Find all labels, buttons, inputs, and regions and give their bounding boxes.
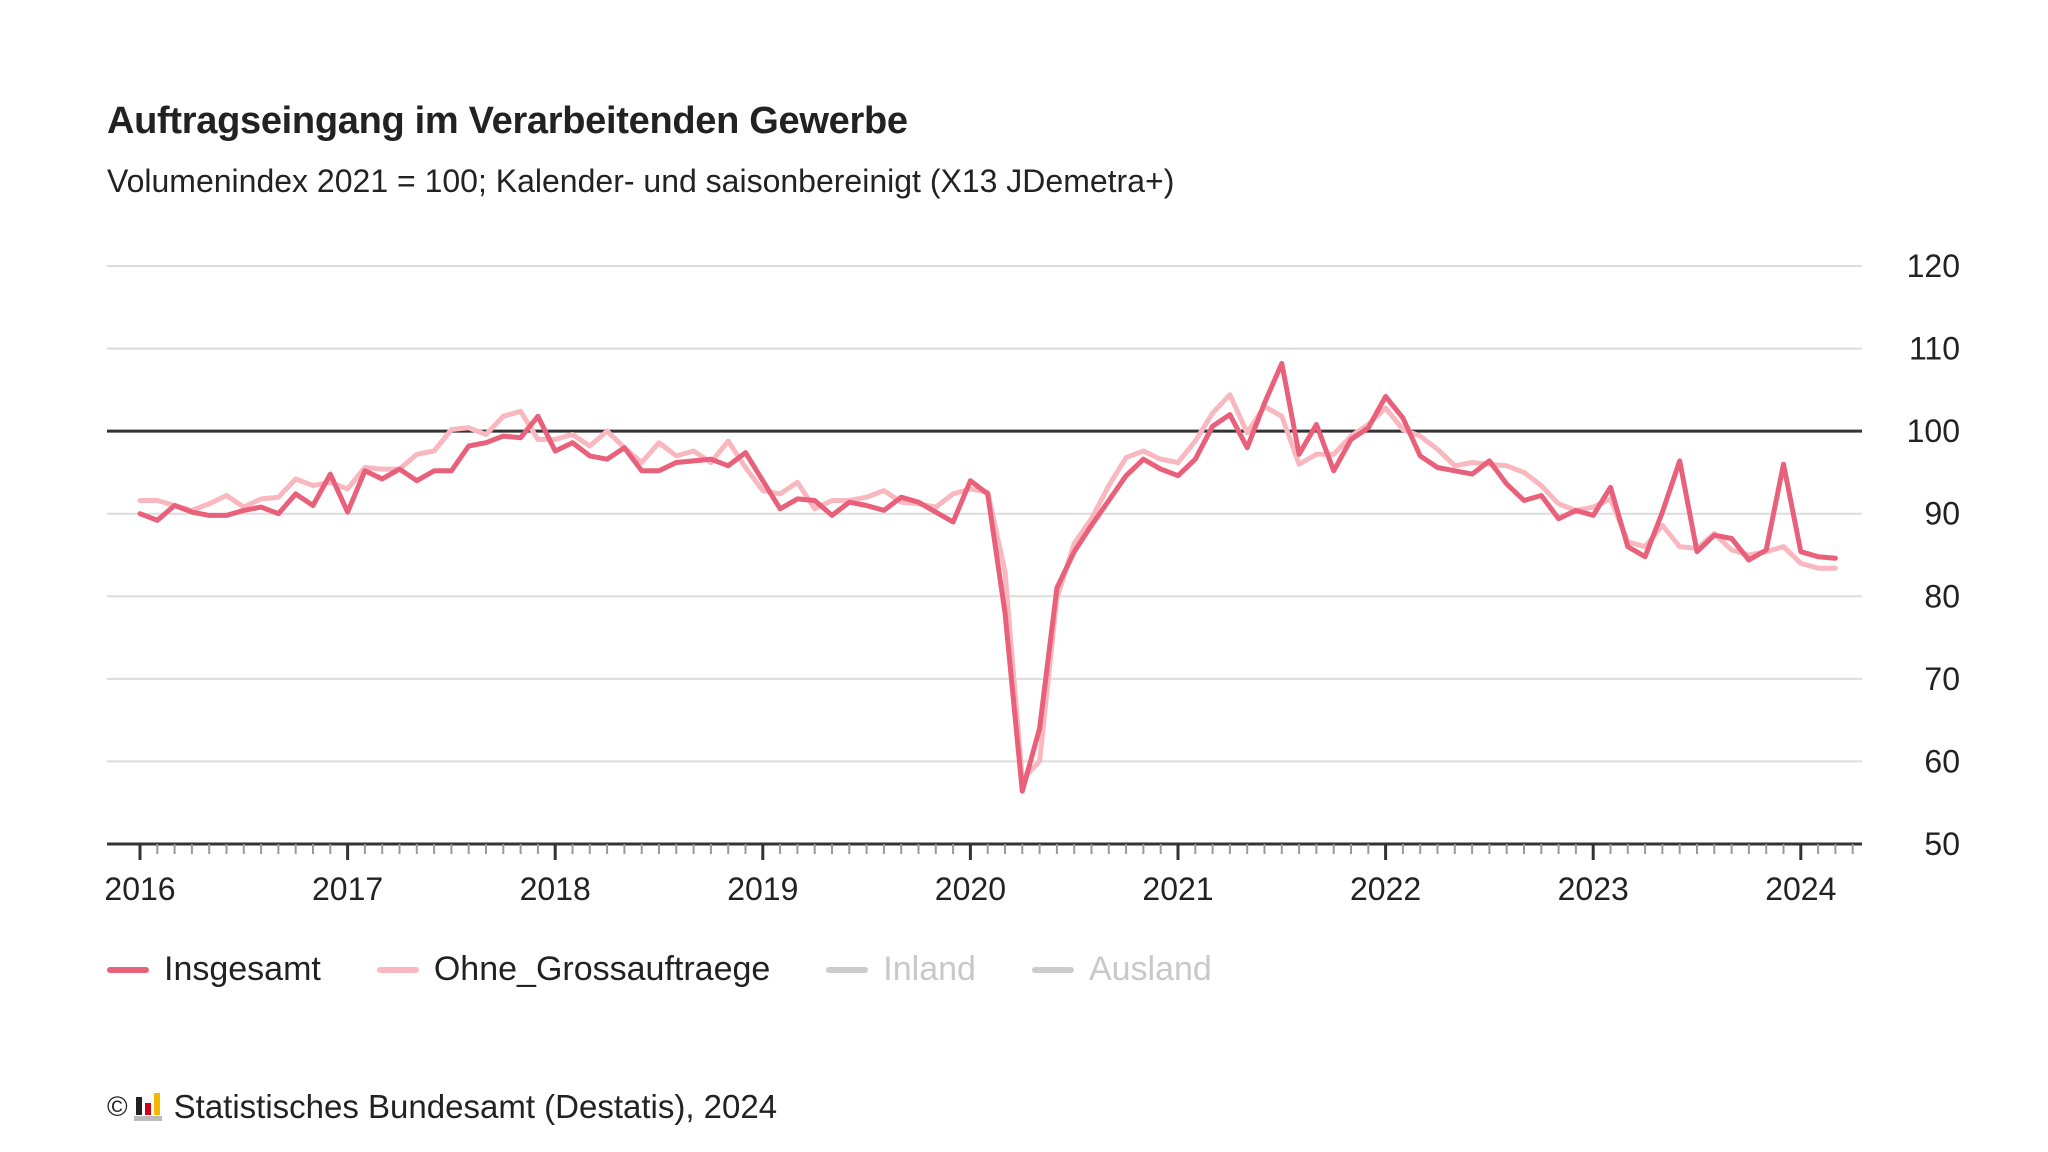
legend-swatch-insgesamt <box>107 966 149 973</box>
y-tick-label: 100 <box>1907 413 1960 449</box>
x-tick-label: 2018 <box>520 871 591 907</box>
y-tick-label: 80 <box>1924 578 1960 614</box>
x-tick-label: 2023 <box>1558 871 1629 907</box>
y-tick-label: 60 <box>1924 743 1960 779</box>
chart-subtitle: Volumenindex 2021 = 100; Kalender- und s… <box>107 163 1175 199</box>
x-tick-label: 2017 <box>312 871 383 907</box>
grid-lines <box>107 265 1862 763</box>
x-tick-label: 2019 <box>727 871 798 907</box>
y-tick-label: 120 <box>1907 248 1960 284</box>
x-axis: 2016 2017 2018 2019 2020 2021 2022 2023 2024 <box>104 842 1862 907</box>
x-tick-label: 2021 <box>1142 871 1213 907</box>
legend-swatch-ohne-grossauftraege <box>376 966 419 973</box>
x-tick-label: 2020 <box>935 871 1006 907</box>
y-tick-label: 50 <box>1924 826 1960 862</box>
y-axis: 50 60 70 80 90 100 110 120 <box>1907 248 1960 862</box>
legend-item-ausland[interactable]: Ausland <box>1031 950 1212 989</box>
series-lines <box>137 360 1838 794</box>
source-text: Statistisches Bundesamt (Destatis), 2024 <box>173 1088 778 1125</box>
source-footer: © Statistisches Bundesamt (Destatis), 20… <box>107 1088 777 1126</box>
legend-label-insgesamt: Insgesamt <box>164 950 321 988</box>
y-tick-label: 110 <box>1909 331 1960 367</box>
legend-item-insgesamt[interactable]: Insgesamt <box>107 950 321 989</box>
y-tick-label: 90 <box>1924 496 1960 532</box>
series-line-insgesamt <box>137 360 1838 794</box>
legend-swatch-ausland <box>1031 966 1074 973</box>
legend-label-inland: Inland <box>883 950 976 988</box>
legend: Insgesamt Ohne_Grossauftraege Inland Aus… <box>107 950 1268 989</box>
x-tick-label: 2016 <box>104 871 175 907</box>
legend-label-ohne-grossauftraege: Ohne_Grossauftraege <box>433 950 771 988</box>
line-chart: 2016 2017 2018 2019 2020 2021 2022 2023 2024 50 6… <box>104 248 1960 907</box>
destatis-logo-icon <box>133 1093 164 1121</box>
legend-label-ausland: Ausland <box>1088 950 1212 988</box>
copyright-icon: © <box>107 1091 128 1122</box>
y-tick-label: 70 <box>1924 661 1960 697</box>
chart-title: Auftragseingang im Verarbeitenden Gewerb… <box>107 100 908 142</box>
x-tick-label: 2024 <box>1765 871 1836 907</box>
legend-item-inland[interactable]: Inland <box>826 950 976 989</box>
x-tick-label: 2022 <box>1350 871 1421 907</box>
series-line-ohne-grossauftraege <box>137 392 1838 783</box>
legend-item-ohne-grossauftraege[interactable]: Ohne_Grossauftraege <box>376 950 771 989</box>
legend-swatch-inland <box>826 966 869 973</box>
